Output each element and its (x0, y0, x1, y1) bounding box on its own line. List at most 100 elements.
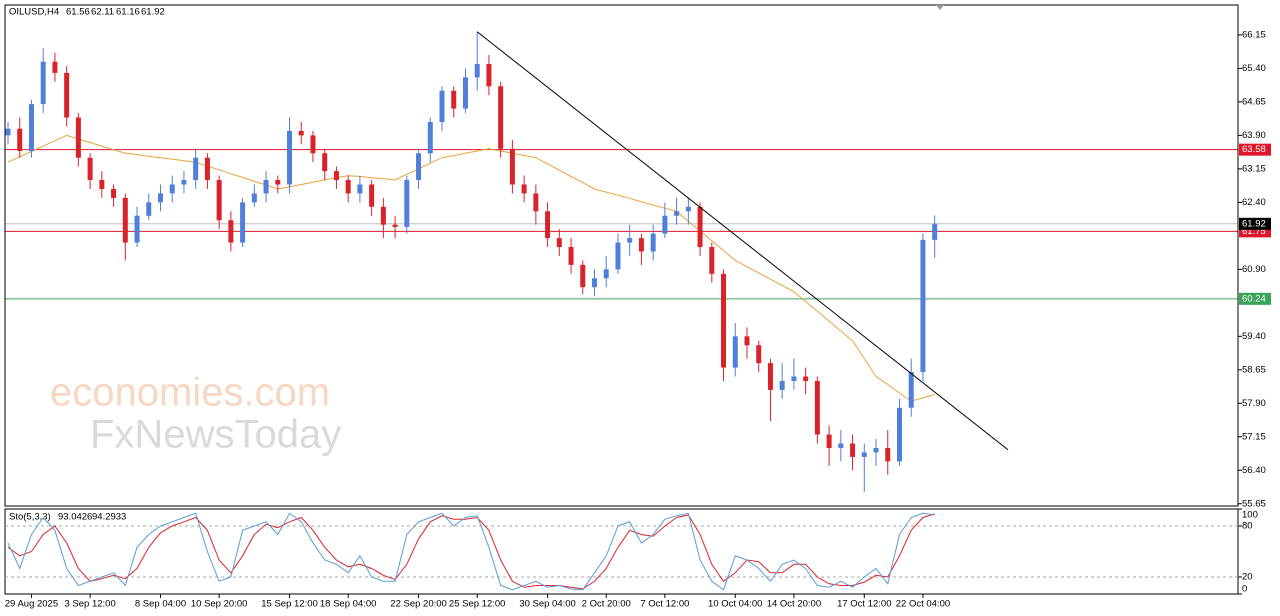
candle-body (75, 117, 81, 158)
candle-body (556, 238, 562, 248)
x-tick-label: 10 Sep 20:00 (191, 599, 248, 610)
candle-body (685, 206, 691, 212)
candle-body (333, 171, 339, 181)
candle-body (357, 184, 363, 194)
x-tick-label: 22 Sep 20:00 (390, 599, 447, 610)
candle-body (275, 180, 281, 185)
candle-body (169, 184, 175, 194)
shift-marker (936, 5, 944, 10)
candle-body (697, 206, 703, 248)
candle-body (826, 434, 832, 448)
x-tick-label: 7 Oct 12:00 (640, 599, 689, 610)
candle-body (603, 269, 609, 279)
candle-body (615, 242, 621, 270)
y-tick-label: 58.65 (1242, 364, 1266, 375)
candle-body (650, 233, 656, 252)
candle-body (803, 376, 809, 381)
y-tick-label: 59.40 (1242, 331, 1266, 342)
x-tick-label: 8 Sep 04:00 (135, 599, 186, 610)
candle-body (181, 180, 187, 185)
candle-body (908, 372, 914, 408)
x-tick-label: 2 Oct 20:00 (582, 599, 631, 610)
candle-body (756, 345, 762, 364)
y-tick-label: 65.40 (1242, 63, 1266, 74)
y-tick-label: 57.15 (1242, 431, 1266, 442)
ohlc-close: 61.92 (141, 7, 165, 18)
x-tick-label: 14 Oct 20:00 (767, 599, 821, 610)
candle-body (779, 380, 785, 390)
stoch-signal (7, 513, 935, 590)
candle-body (427, 121, 433, 154)
candle-body (814, 380, 820, 435)
y-tick-label: 62.40 (1242, 197, 1266, 208)
candle-body (416, 153, 422, 181)
y-tick-label: 63.90 (1242, 130, 1266, 141)
y-tick-label: 56.40 (1242, 465, 1266, 476)
stoch-frame (4, 508, 1239, 595)
candle-body (662, 215, 668, 234)
candle-body (322, 153, 328, 172)
candle-body (498, 86, 504, 149)
candle-body (920, 239, 926, 373)
candle-body (592, 278, 597, 288)
candle-body (439, 90, 445, 122)
candle-body (204, 157, 210, 181)
candle-body (157, 193, 163, 203)
candle-body (709, 247, 715, 274)
y-tick-label: 57.90 (1242, 398, 1266, 409)
y-tick-label: 63.15 (1242, 163, 1266, 174)
candle-body (474, 63, 480, 78)
candle-body (28, 104, 34, 152)
candle-body (896, 407, 902, 462)
candle-body (462, 77, 468, 109)
candle-body (767, 363, 773, 390)
x-tick-label: 22 Oct 04:00 (896, 599, 950, 610)
y-tick-label: 60.90 (1242, 264, 1266, 275)
candle-body (228, 220, 234, 243)
candle-body (850, 443, 856, 457)
candle-body (627, 238, 633, 243)
candle-body (533, 193, 539, 212)
candle-body (216, 180, 222, 221)
candle-body (310, 135, 316, 154)
stoch-label: Sto(5,3,3) (9, 512, 51, 523)
candle-body (674, 211, 680, 216)
current-price-label: 61.92 (1242, 218, 1266, 229)
candle-body (193, 157, 199, 181)
candle-body (40, 61, 46, 105)
y-tick-label: 55.65 (1242, 498, 1266, 509)
candle-body (5, 128, 11, 136)
candle-body (87, 157, 93, 181)
ohlc-open: 61.56 (66, 7, 90, 18)
stoch-tick-label: 0 (1242, 584, 1247, 595)
candle-body (509, 148, 515, 185)
candle-body (568, 247, 574, 265)
current-price-box (1239, 217, 1271, 230)
candle-body (861, 452, 867, 457)
candle-body (99, 180, 105, 189)
x-tick-label: 15 Sep 12:00 (261, 599, 318, 610)
level-label: 60.24 (1242, 293, 1266, 304)
stoch-main (7, 512, 935, 591)
candle-body (732, 336, 738, 368)
candle-body (885, 447, 891, 462)
candle-body (486, 63, 492, 87)
candle-body (744, 336, 750, 346)
x-tick-label: 25 Sep 12:00 (449, 599, 506, 610)
watermark: economies.com (50, 371, 330, 415)
price-frame (4, 4, 1239, 507)
x-tick-label: 10 Oct 04:00 (708, 599, 762, 610)
candle-body (721, 273, 727, 368)
ohlc-low: 61.16 (116, 7, 140, 18)
candle-body (17, 128, 23, 152)
candle-body (521, 184, 527, 194)
stoch-tick-label: 100 (1242, 510, 1258, 521)
x-tick-label: 29 Aug 2025 (5, 599, 58, 610)
candle-body (873, 447, 879, 453)
candle-body (146, 202, 152, 216)
candle-body (263, 180, 269, 194)
stoch-signal-value: 94.2933 (92, 512, 126, 523)
